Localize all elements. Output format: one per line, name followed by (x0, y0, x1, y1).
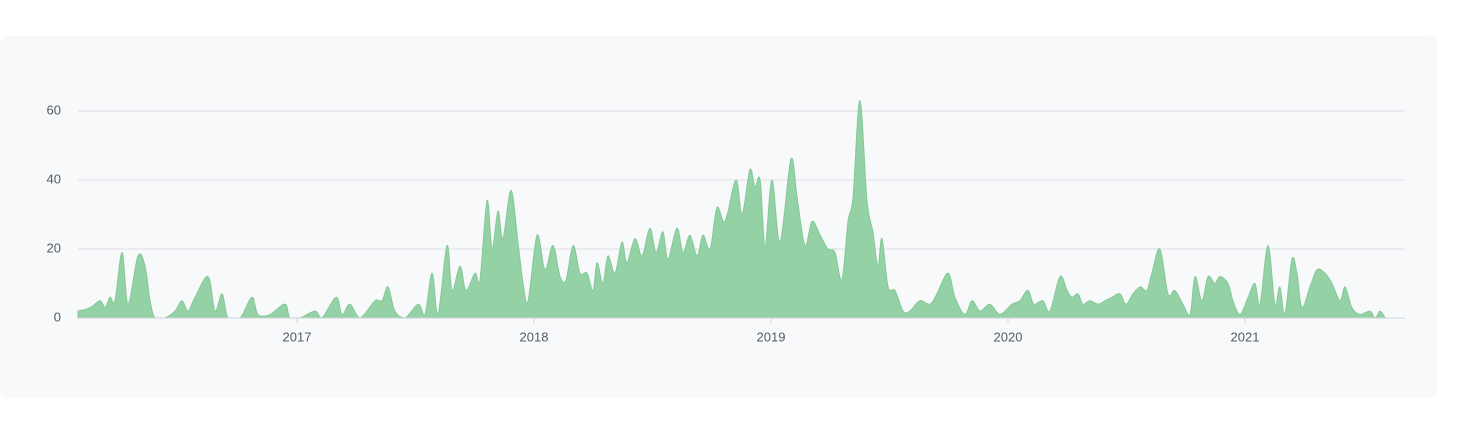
area (77, 100, 1387, 319)
y-tick-label: 0 (54, 309, 61, 324)
x-tick-label: 2019 (757, 329, 786, 344)
x-tick-label: 2017 (283, 329, 312, 344)
x-tick-label: 2020 (994, 329, 1023, 344)
y-tick-label: 40 (47, 171, 61, 186)
y-tick-label: 60 (47, 102, 61, 117)
x-tick-label: 2021 (1231, 329, 1260, 344)
y-tick-label: 20 (47, 240, 61, 255)
x-tick-label: 2018 (520, 329, 549, 344)
